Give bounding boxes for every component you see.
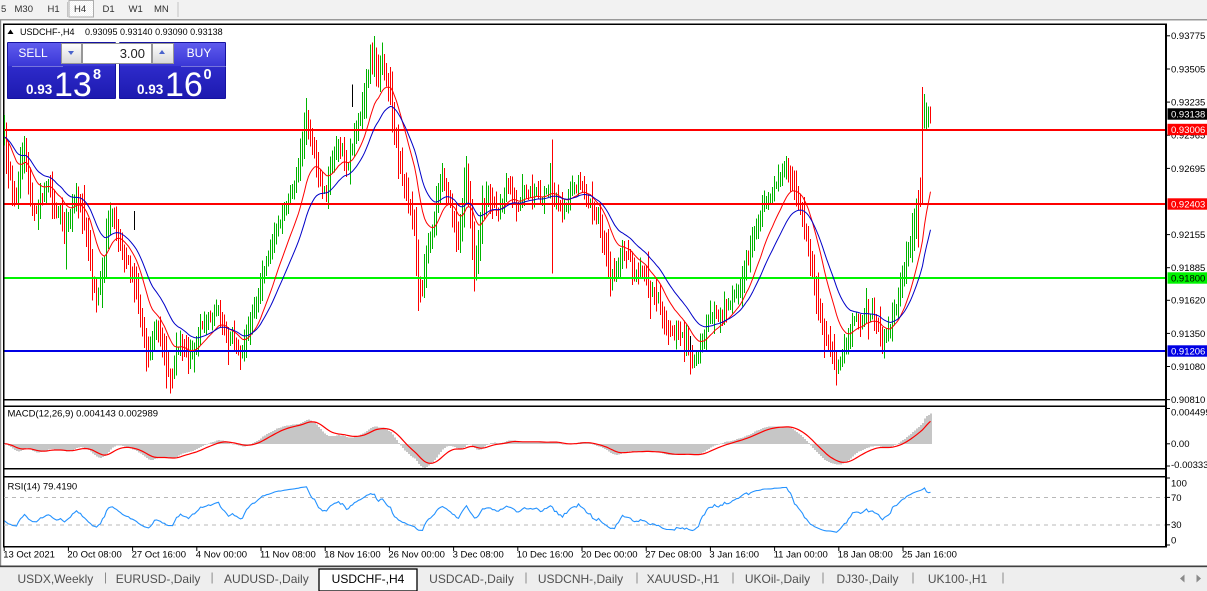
svg-text:3 Jan 16:00: 3 Jan 16:00 [709,550,759,561]
svg-text:0.91800: 0.91800 [1171,273,1205,284]
svg-text:MACD(12,26,9) 0.004143 0.00298: MACD(12,26,9) 0.004143 0.002989 [8,409,159,420]
svg-text:USDCHF-,H4: USDCHF-,H4 [20,27,75,37]
svg-text:20 Oct 08:00: 20 Oct 08:00 [67,550,121,561]
svg-text:30: 30 [1171,520,1182,531]
svg-text:5: 5 [1,4,6,15]
svg-text:MN: MN [154,4,169,15]
svg-text:0.90810: 0.90810 [1171,395,1205,406]
svg-text:USDCAD-,Daily: USDCAD-,Daily [429,572,514,586]
svg-text:USDCNH-,Daily: USDCNH-,Daily [538,572,623,586]
svg-text:100: 100 [1171,478,1187,489]
svg-text:10 Dec 16:00: 10 Dec 16:00 [517,550,574,561]
svg-text:13 Oct 2021: 13 Oct 2021 [3,550,55,561]
svg-text:0.91350: 0.91350 [1171,329,1205,340]
svg-text:18 Jan 08:00: 18 Jan 08:00 [838,550,893,561]
svg-text:11 Jan 00:00: 11 Jan 00:00 [774,550,828,561]
svg-text:H1: H1 [48,4,60,15]
svg-text:0.91620: 0.91620 [1171,296,1205,307]
svg-text:AUDUSD-,Daily: AUDUSD-,Daily [224,572,309,586]
svg-text:27 Dec 08:00: 27 Dec 08:00 [645,550,702,561]
svg-text:0.91080: 0.91080 [1171,362,1205,373]
svg-text:-0.00333: -0.00333 [1171,460,1207,471]
svg-text:0.92155: 0.92155 [1171,230,1205,241]
svg-text:3 Dec 08:00: 3 Dec 08:00 [453,550,504,561]
svg-text:0.93505: 0.93505 [1171,64,1205,75]
svg-text:18 Nov 16:00: 18 Nov 16:00 [324,550,381,561]
svg-text:0.93095 0.93140 0.93090 0.9313: 0.93095 0.93140 0.93090 0.93138 [85,27,223,37]
svg-text:UK100-,H1: UK100-,H1 [928,572,988,586]
svg-text:11 Nov 08:00: 11 Nov 08:00 [260,550,316,561]
svg-text:0.92403: 0.92403 [1171,199,1205,210]
svg-text:DJ30-,Daily: DJ30-,Daily [836,572,898,586]
svg-text:RSI(14) 79.4190: RSI(14) 79.4190 [8,482,78,493]
svg-text:26 Nov 00:00: 26 Nov 00:00 [388,550,445,561]
svg-text:20 Dec 00:00: 20 Dec 00:00 [581,550,638,561]
svg-text:M30: M30 [15,4,33,15]
svg-text:0.91885: 0.91885 [1171,263,1205,274]
svg-text:25 Jan 16:00: 25 Jan 16:00 [902,550,957,561]
svg-text:0.93235: 0.93235 [1171,98,1205,109]
svg-text:70: 70 [1171,493,1182,504]
svg-text:0.004499: 0.004499 [1171,407,1207,418]
svg-text:27 Oct 16:00: 27 Oct 16:00 [132,550,186,561]
svg-text:USDX,Weekly: USDX,Weekly [18,572,94,586]
svg-text:0.93775: 0.93775 [1171,31,1205,42]
svg-text:0.00: 0.00 [1171,439,1190,450]
svg-text:XAUUSD-,H1: XAUUSD-,H1 [647,572,720,586]
svg-text:0.92695: 0.92695 [1171,164,1205,175]
svg-text:USDCHF-,H4: USDCHF-,H4 [332,572,405,586]
svg-text:0.91206: 0.91206 [1171,346,1205,357]
svg-text:EURUSD-,Daily: EURUSD-,Daily [116,572,201,586]
svg-text:UKOil-,Daily: UKOil-,Daily [745,572,810,586]
svg-text:0.93138: 0.93138 [1171,109,1205,120]
svg-text:D1: D1 [103,4,115,15]
svg-text:H4: H4 [74,4,86,15]
svg-text:0: 0 [1171,535,1176,546]
svg-text:W1: W1 [129,4,143,15]
svg-text:0.92965: 0.92965 [1171,131,1205,142]
svg-text:4 Nov 00:00: 4 Nov 00:00 [196,550,247,561]
svg-text:0.93006: 0.93006 [1171,125,1205,136]
